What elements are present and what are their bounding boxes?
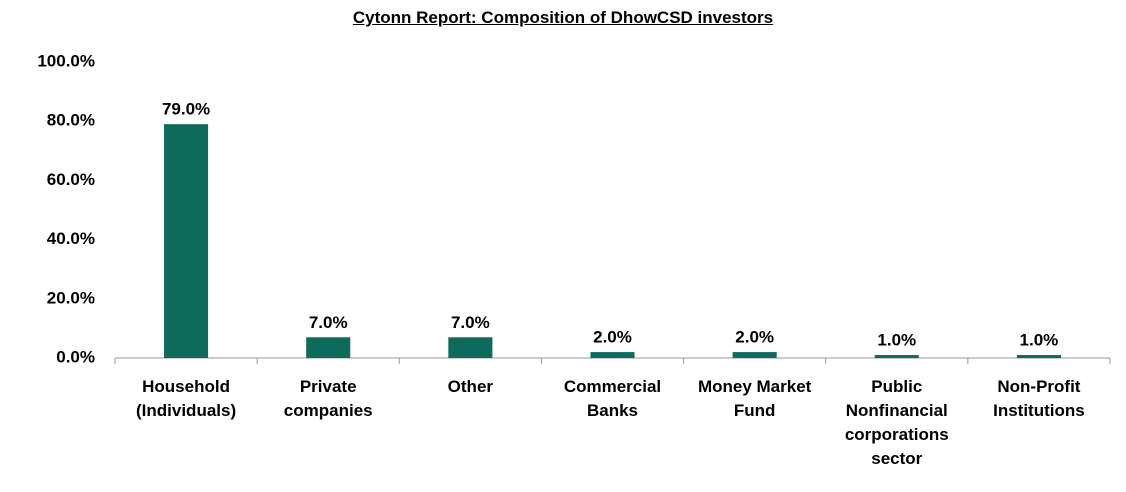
data-label: 7.0% bbox=[451, 313, 490, 332]
bar bbox=[448, 337, 493, 358]
y-tick-label: 60.0% bbox=[47, 170, 95, 189]
data-label: 7.0% bbox=[309, 313, 348, 332]
data-label: 1.0% bbox=[1020, 331, 1059, 350]
bar bbox=[1016, 355, 1061, 358]
y-tick-label: 80.0% bbox=[47, 111, 95, 130]
x-tick-label: Private companies bbox=[283, 377, 373, 420]
chart-title: Cytonn Report: Composition of DhowCSD in… bbox=[352, 8, 774, 27]
y-tick-label: 20.0% bbox=[47, 288, 95, 307]
y-tick-label: 0.0% bbox=[56, 347, 95, 366]
x-tick-label: Public Nonfinancial corporations sector bbox=[844, 377, 949, 468]
x-tick-label: Other bbox=[447, 377, 494, 396]
bar bbox=[590, 352, 635, 358]
bar bbox=[874, 355, 919, 358]
bar bbox=[732, 352, 777, 358]
data-label: 79.0% bbox=[162, 100, 210, 119]
x-tick-label: Money Market Fund bbox=[697, 377, 812, 420]
x-tick-label: Household (Individuals) bbox=[136, 377, 237, 420]
x-tick-label: Non-Profit Institutions bbox=[993, 377, 1085, 420]
data-label: 1.0% bbox=[877, 331, 916, 350]
data-label: 2.0% bbox=[593, 328, 632, 347]
bar bbox=[306, 337, 351, 358]
y-tick-label: 100.0% bbox=[37, 51, 95, 70]
bar bbox=[164, 124, 209, 358]
x-tick-label: Commercial Banks bbox=[563, 377, 662, 420]
data-label: 2.0% bbox=[735, 328, 774, 347]
y-tick-label: 40.0% bbox=[47, 229, 95, 248]
